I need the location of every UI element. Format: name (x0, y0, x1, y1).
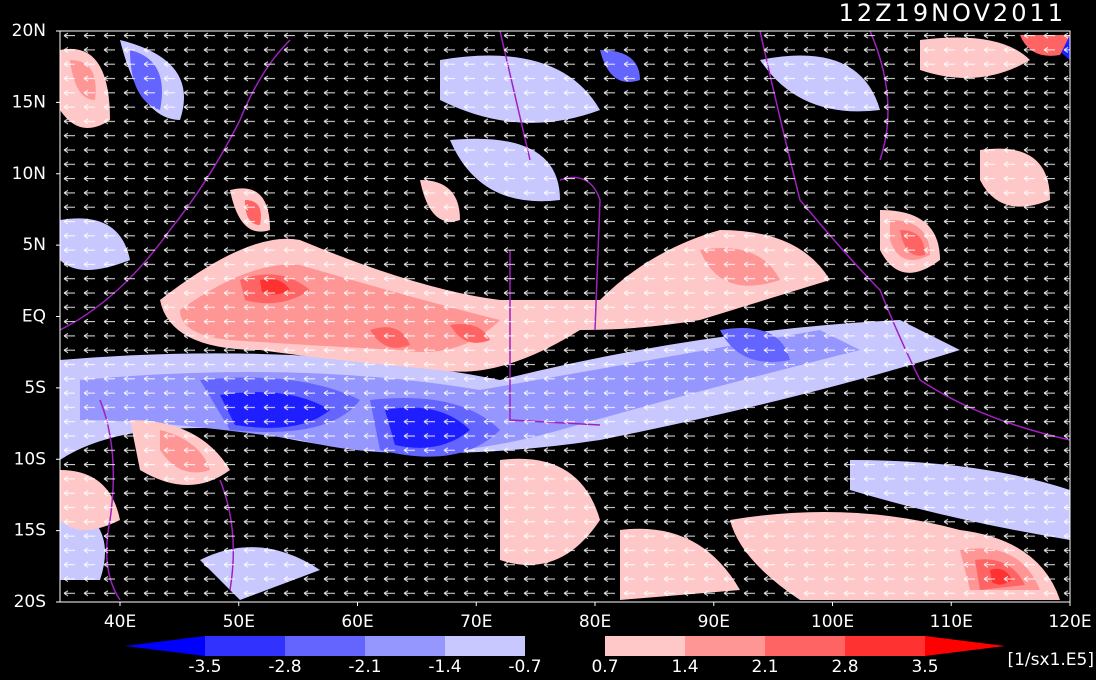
lat-label: 15S (14, 521, 46, 541)
colorbar-label: -2.8 (268, 657, 301, 677)
lon-label: 100E (811, 612, 854, 632)
colorbar-label: 1.4 (671, 657, 698, 677)
colorbar-label: -2.1 (348, 657, 381, 677)
colorbar-label: 0.7 (591, 657, 618, 677)
lat-label: 5S (24, 378, 46, 398)
colorbar-label: -0.7 (508, 657, 541, 677)
title: 12Z19NOV2011 (839, 0, 1066, 27)
lat-label: EQ (22, 307, 46, 327)
colorbar-label: 3.5 (911, 657, 938, 677)
lat-label: 15N (12, 92, 46, 112)
lon-label: 80E (579, 612, 611, 632)
colorbar-unit: [1/sx1.E5] (1007, 650, 1094, 670)
lat-label: 20N (12, 21, 46, 41)
colorbar-label: 2.1 (751, 657, 778, 677)
lat-label: 20S (14, 592, 46, 612)
lat-label: 10S (14, 449, 46, 469)
contour-field (60, 31, 1070, 602)
lat-label: 10N (12, 164, 46, 184)
colorbar-label: 2.8 (831, 657, 858, 677)
lon-label: 90E (698, 612, 730, 632)
colorbar-label: -1.4 (428, 657, 461, 677)
lon-label: 60E (341, 612, 373, 632)
lon-label: 40E (104, 612, 136, 632)
lon-label: 120E (1048, 612, 1091, 632)
colorbar-label: -3.5 (188, 657, 221, 677)
colorbar (125, 636, 1005, 656)
lon-label: 110E (930, 612, 973, 632)
lon-label: 70E (460, 612, 492, 632)
lat-label: 5N (22, 235, 46, 255)
lon-label: 50E (223, 612, 255, 632)
